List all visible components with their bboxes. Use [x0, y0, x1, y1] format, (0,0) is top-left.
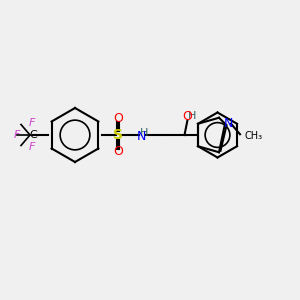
Text: F: F — [28, 142, 35, 152]
Text: F: F — [28, 118, 35, 128]
Text: CH₃: CH₃ — [244, 131, 262, 141]
Text: F: F — [13, 130, 20, 140]
Text: O: O — [114, 112, 123, 125]
Text: S: S — [113, 128, 124, 142]
Text: H: H — [188, 110, 196, 121]
Text: N: N — [136, 130, 146, 143]
Text: H: H — [140, 128, 148, 139]
Text: O: O — [183, 110, 192, 124]
Text: C: C — [29, 130, 37, 140]
Text: N: N — [223, 117, 233, 130]
Text: O: O — [114, 145, 123, 158]
